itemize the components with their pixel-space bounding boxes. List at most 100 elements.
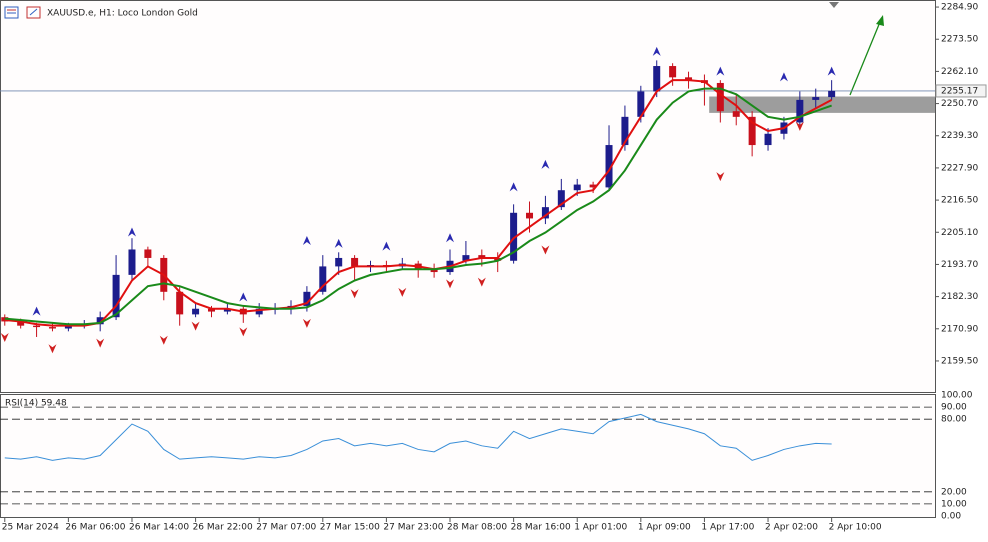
fractal-down [795, 121, 804, 131]
fractal-down [0, 332, 9, 342]
fractal-up [509, 182, 518, 192]
candle-body [494, 257, 502, 261]
y-tick-label: 80.00 [941, 415, 967, 425]
candle-body [33, 325, 41, 328]
fractal-up [652, 46, 661, 56]
symbol-icon [4, 6, 41, 19]
x-tick-label: 27 Mar 23:00 [383, 523, 443, 533]
y-tick-label: 2170.90 [941, 324, 978, 334]
fractal-down [398, 287, 407, 297]
fractal-up [446, 233, 455, 243]
candle-body [319, 266, 327, 292]
candle-body [605, 145, 613, 188]
candle-body [828, 90, 836, 98]
candle-body [64, 325, 72, 329]
candle-body [573, 184, 581, 191]
fractal-up [827, 66, 836, 76]
fractal-up [716, 66, 725, 76]
x-tick-label: 26 Mar 22:00 [193, 523, 253, 533]
candle-body [192, 308, 200, 315]
fractal-down [716, 172, 725, 182]
fractal-down [541, 245, 550, 255]
candle-body [176, 291, 184, 315]
candle-body [510, 212, 518, 261]
fractal-down [191, 321, 200, 331]
shift-marker [829, 2, 839, 8]
candle-body [48, 327, 56, 329]
x-tick-label: 27 Mar 15:00 [320, 523, 380, 533]
candle-body [144, 249, 152, 258]
candle-body [462, 255, 470, 261]
fractal-down [96, 338, 105, 348]
candle-body [669, 66, 677, 78]
candle-body [764, 133, 772, 146]
candle-body [812, 97, 820, 100]
candle-body [112, 274, 120, 318]
fractal-up [127, 227, 136, 237]
x-tick-label: 26 Mar 06:00 [65, 523, 125, 533]
y-tick-label: 2250.70 [941, 99, 978, 109]
x-tick-label: 1 Apr 01:00 [574, 523, 627, 533]
fractal-up [302, 236, 311, 246]
x-tick-label: 2 Apr 10:00 [829, 523, 882, 533]
y-tick-label: 2239.30 [941, 131, 978, 141]
candle-body [541, 207, 549, 219]
moving-average [4, 79, 833, 327]
candle-body [589, 184, 597, 188]
last-price-label: 2255.17 [941, 86, 978, 96]
candle-body [351, 257, 359, 267]
candle-body [223, 308, 231, 312]
y-tick-label: 0.00 [941, 512, 961, 522]
last-price-box [935, 84, 987, 98]
candle-body [748, 116, 756, 146]
candle-body [96, 317, 104, 325]
x-tick-label: 25 Mar 2024 [2, 523, 59, 533]
moving-average [4, 87, 832, 326]
candle-body [207, 308, 215, 312]
fractal-up [779, 72, 788, 82]
candle-body [653, 66, 661, 92]
x-tick-label: 2 Apr 02:00 [765, 523, 818, 533]
x-tick-label: 1 Apr 17:00 [701, 523, 754, 533]
candle-body [478, 255, 486, 258]
fractal-down [159, 335, 168, 345]
candle-body [557, 190, 565, 208]
candle-body [637, 91, 645, 117]
candle-body [796, 99, 804, 123]
candle-body [621, 116, 629, 146]
y-tick-label: 2227.90 [941, 163, 978, 173]
rsi-line [4, 413, 832, 461]
y-tick-label: 2182.30 [941, 292, 978, 302]
candle-body [255, 308, 263, 315]
y-tick-label: 10.00 [941, 499, 967, 509]
candle-body [335, 257, 343, 267]
fractal-up [32, 306, 41, 316]
candle-body [128, 249, 136, 275]
y-tick-label: 20.00 [941, 487, 967, 497]
y-tick-label: 2159.50 [941, 356, 978, 366]
y-tick-label: 90.00 [941, 403, 967, 413]
fractal-up [239, 292, 248, 302]
y-tick-label: 2284.90 [941, 3, 978, 13]
candle-body [526, 212, 534, 219]
y-tick-label: 2273.50 [941, 35, 978, 45]
fractal-down [48, 344, 57, 354]
candle-body [430, 269, 438, 273]
fractal-down [350, 289, 359, 299]
fractal-down [302, 318, 311, 328]
x-tick-label: 27 Mar 07:00 [256, 523, 316, 533]
fractal-down [477, 277, 486, 287]
forecast-arrow [849, 15, 884, 96]
fractal-up [334, 238, 343, 248]
candle-body [732, 111, 740, 117]
fractal-down [239, 327, 248, 337]
fractal-up [541, 159, 550, 169]
main-panel [0, 0, 936, 393]
fractal-up [382, 241, 391, 251]
candle-body [685, 77, 693, 81]
chart-title: XAUUSD.e, H1: Loco London Gold [47, 9, 198, 19]
x-tick-label: 1 Apr 09:00 [638, 523, 691, 533]
candle-body [17, 321, 25, 326]
x-tick-label: 28 Mar 08:00 [447, 523, 507, 533]
